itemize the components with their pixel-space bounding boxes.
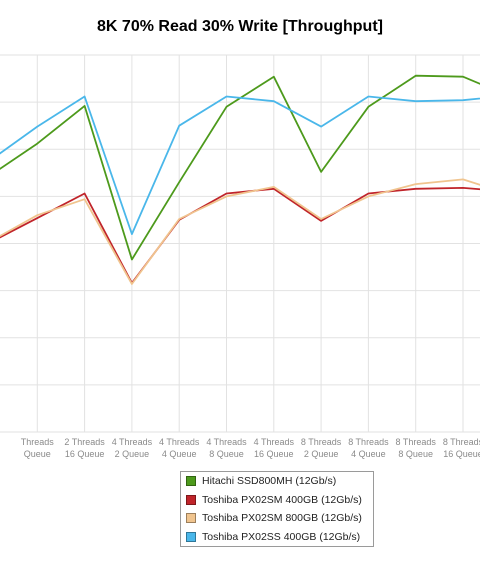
series-line-1 — [0, 186, 480, 285]
x-tick-label: 8 Queue — [209, 449, 244, 459]
x-tick-labels: Threads Queue 2 Threads 16 Queue 4 Threads 2 … — [21, 437, 480, 459]
x-tick-label: 4 Threads — [112, 437, 153, 447]
series-layer — [0, 74, 480, 285]
series-line-2 — [0, 178, 480, 285]
legend: Hitachi SSD800MH (12Gb/s) Toshiba PX02SM … — [180, 471, 374, 547]
legend-swatch — [186, 513, 196, 523]
legend-label: Toshiba PX02SM 800GB (12Gb/s) — [202, 512, 362, 524]
series-line-0 — [0, 74, 480, 261]
x-tick-label: 4 Queue — [162, 449, 197, 459]
legend-item: Toshiba PX02SM 800GB (12Gb/s) — [181, 509, 373, 528]
legend-swatch — [186, 531, 196, 542]
x-tick-label: Threads — [21, 437, 55, 447]
legend-item: Toshiba PX02SS 400GB (12Gb/s) — [181, 528, 373, 547]
x-tick-label: 4 Threads — [206, 437, 247, 447]
x-tick-label: 4 Queue — [351, 449, 386, 459]
x-tick-label: 8 Threads — [396, 437, 437, 447]
x-tick-label: 4 Threads — [159, 437, 200, 447]
legend-label: Hitachi SSD800MH (12Gb/s) — [202, 475, 337, 487]
legend-swatch — [186, 476, 196, 486]
legend-label: Toshiba PX02SS 400GB (12Gb/s) — [202, 530, 361, 543]
x-tick-label: 16 Queue — [254, 449, 294, 459]
legend-swatch — [186, 494, 196, 505]
x-tick-label: 8 Threads — [443, 437, 480, 447]
x-tick-label: 16 Queue — [443, 449, 480, 459]
x-tick-label: 16 Queue — [65, 449, 105, 459]
chart-title: 8K 70% Read 30% Write [Throughput] — [97, 18, 383, 35]
x-tick-label: 8 Threads — [348, 437, 389, 447]
x-tick-label: Queue — [24, 449, 51, 459]
series-line-3 — [0, 95, 480, 236]
x-tick-label: 4 Threads — [254, 437, 295, 447]
x-tick-label: 8 Threads — [301, 437, 342, 447]
x-tick-label: 2 Threads — [64, 437, 105, 447]
x-tick-label: 2 Queue — [115, 449, 150, 459]
grid-layer — [0, 54, 480, 433]
legend-item: Toshiba PX02SM 400GB (12Gb/s) — [181, 491, 373, 510]
legend-item: Hitachi SSD800MH (12Gb/s) — [181, 472, 373, 491]
x-tick-label: 8 Queue — [398, 449, 433, 459]
x-tick-label: 2 Queue — [304, 449, 339, 459]
legend-label: Toshiba PX02SM 400GB (12Gb/s) — [202, 493, 362, 506]
